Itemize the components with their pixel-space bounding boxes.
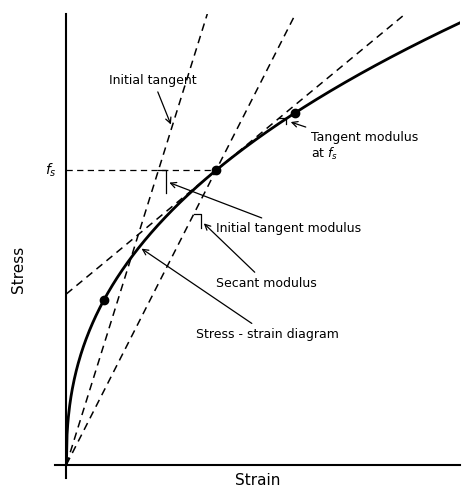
Y-axis label: Stress: Stress <box>11 245 26 293</box>
X-axis label: Strain: Strain <box>235 473 280 488</box>
Text: Tangent modulus
at $f_s$: Tangent modulus at $f_s$ <box>292 121 418 162</box>
Text: $f_s$: $f_s$ <box>45 162 56 179</box>
Text: Stress - strain diagram: Stress - strain diagram <box>143 249 339 341</box>
Text: Initial tangent modulus: Initial tangent modulus <box>171 182 361 235</box>
Text: Initial tangent: Initial tangent <box>109 74 197 123</box>
Text: Secant modulus: Secant modulus <box>205 224 317 290</box>
